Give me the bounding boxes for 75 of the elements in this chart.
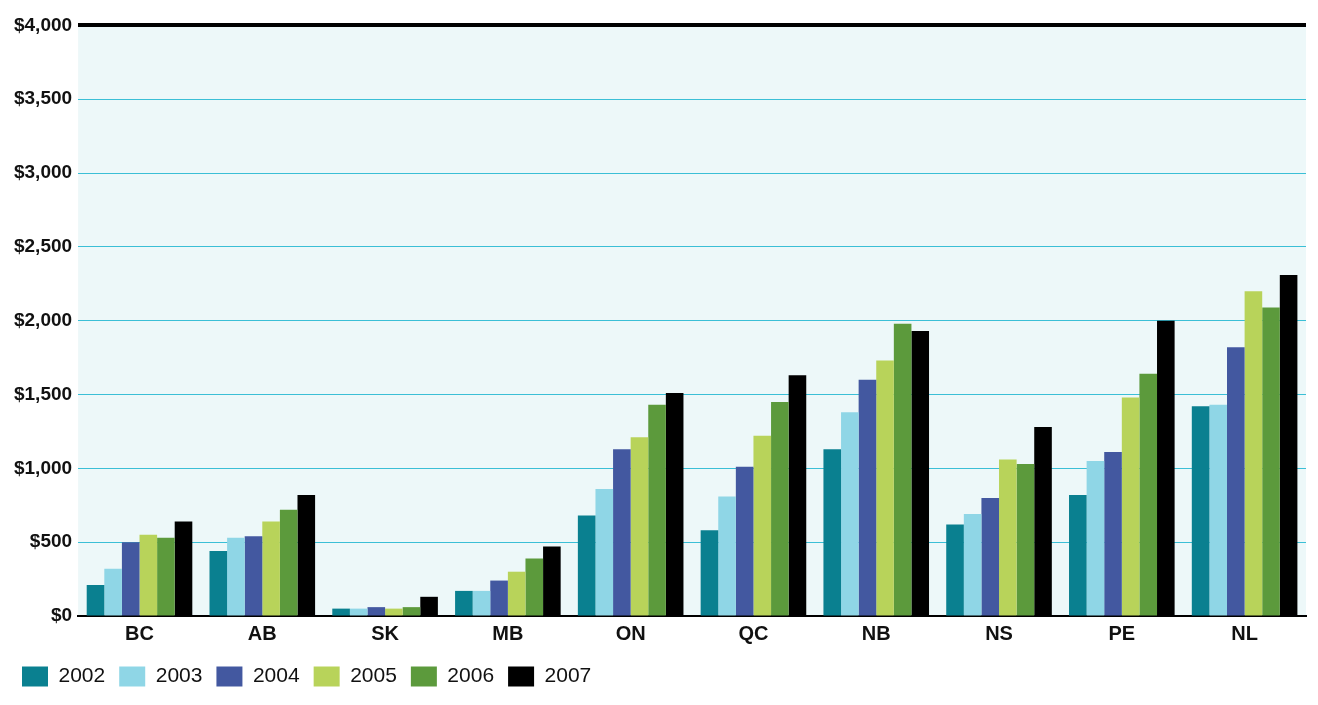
bar xyxy=(753,435,772,616)
x-tick-label: PE xyxy=(1108,621,1136,644)
bar xyxy=(86,584,105,616)
bar xyxy=(104,568,122,616)
bar xyxy=(946,524,964,616)
bar xyxy=(1086,460,1105,616)
x-tick-label: SK xyxy=(371,621,400,644)
bar xyxy=(121,542,140,616)
legend-label: 2004 xyxy=(252,663,300,687)
bar xyxy=(367,607,386,616)
bar xyxy=(490,580,508,616)
bar xyxy=(1209,404,1228,616)
bar xyxy=(700,530,719,616)
y-tick-label: $1,500 xyxy=(13,382,73,404)
bar xyxy=(472,590,491,616)
bar xyxy=(349,608,368,616)
bar xyxy=(525,558,544,616)
y-tick-label: $500 xyxy=(29,530,73,552)
bar xyxy=(1139,373,1158,616)
bar xyxy=(893,323,912,616)
x-tick-label: NS xyxy=(985,621,1013,644)
x-tick-label: MB xyxy=(492,621,524,644)
x-tick-label: QC xyxy=(738,621,769,644)
bar xyxy=(1069,494,1087,616)
bar xyxy=(718,496,736,616)
bar xyxy=(981,497,1000,616)
bar xyxy=(332,608,350,616)
x-tick-label: AB xyxy=(247,621,277,644)
bar xyxy=(1016,463,1035,616)
bar xyxy=(630,437,649,616)
bar xyxy=(209,551,228,616)
bar xyxy=(999,459,1017,616)
bar xyxy=(227,537,245,616)
bar xyxy=(455,590,473,616)
bar xyxy=(963,514,982,616)
legend-label: 2007 xyxy=(544,663,592,687)
y-tick-label: $2,500 xyxy=(13,235,73,257)
legend-label: 2005 xyxy=(350,663,397,687)
y-tick-label: $3,500 xyxy=(13,87,73,109)
bar xyxy=(648,404,666,616)
x-tick-label: NB xyxy=(861,621,891,644)
x-tick-label: BC xyxy=(125,621,154,644)
bar xyxy=(1227,347,1245,616)
bar xyxy=(402,607,421,616)
bar xyxy=(876,360,894,616)
legend-label: 2006 xyxy=(447,663,495,687)
bar xyxy=(262,521,280,616)
bar xyxy=(1191,406,1210,616)
x-tick-label: NL xyxy=(1231,621,1258,644)
bar xyxy=(1104,452,1122,616)
y-tick-label: $4,000 xyxy=(13,13,73,35)
bar xyxy=(157,537,175,616)
legend-label: 2002 xyxy=(58,663,106,687)
bar xyxy=(1121,397,1140,616)
bar xyxy=(139,534,158,616)
y-tick-label: $1,000 xyxy=(13,456,73,478)
bar xyxy=(1262,307,1280,616)
y-tick-label: $3,000 xyxy=(13,161,73,183)
bar xyxy=(595,489,614,616)
x-tick-label: ON xyxy=(615,621,646,644)
bar xyxy=(613,449,631,616)
bar xyxy=(385,608,403,616)
bar xyxy=(858,379,877,616)
bar xyxy=(841,412,859,616)
bar xyxy=(735,466,754,616)
bar xyxy=(823,449,842,616)
y-tick-label: $0 xyxy=(50,604,73,626)
bar xyxy=(244,536,263,616)
y-tick-label: $2,000 xyxy=(13,308,73,330)
bar xyxy=(771,401,789,616)
bar xyxy=(577,515,596,616)
bar xyxy=(507,571,526,616)
legend-label: 2003 xyxy=(155,663,203,687)
bar xyxy=(279,509,298,616)
bar xyxy=(1244,291,1263,616)
